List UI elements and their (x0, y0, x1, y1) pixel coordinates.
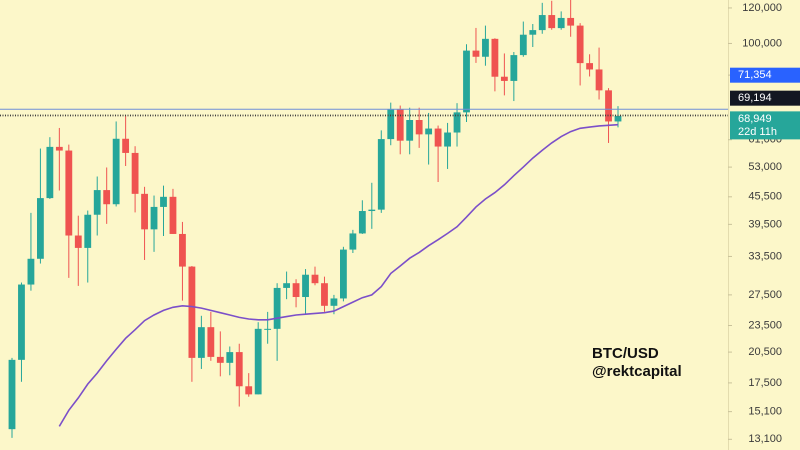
candle-body (576, 25, 584, 64)
candle-body (103, 190, 111, 205)
candle-body (472, 50, 480, 57)
candle-body (311, 274, 319, 284)
price-label-box (730, 111, 800, 140)
candle-body (614, 115, 622, 122)
candle-body (434, 128, 442, 147)
author-label: @rektcapital (592, 363, 682, 380)
candle-body (339, 249, 347, 299)
candle-body (273, 287, 281, 329)
candle-body (302, 274, 309, 298)
y-tick-label: 45,500 (748, 191, 782, 203)
candle-body (444, 132, 451, 147)
candle-body (377, 139, 385, 210)
candle-body (415, 120, 423, 135)
candle-body (396, 109, 404, 141)
candle-body (65, 150, 73, 236)
y-tick-label: 53,000 (748, 161, 782, 173)
candle-body (292, 283, 300, 298)
candle-body (321, 283, 328, 306)
y-tick-label: 20,500 (748, 346, 782, 358)
y-tick-label: 27,500 (748, 289, 782, 301)
price-label: 69,194 (738, 92, 772, 104)
candle-body (482, 38, 489, 57)
price-label-box (730, 67, 800, 83)
candle-body (84, 214, 92, 248)
candle-body (463, 50, 470, 113)
candle-body (595, 69, 603, 91)
price-axis: 120,000100,00085,00061,00053,00045,50039… (728, 2, 800, 445)
candle-body (93, 190, 101, 215)
candle-body (519, 34, 527, 56)
candle-body (548, 15, 556, 29)
y-tick-label: 15,100 (748, 406, 782, 418)
y-tick-label: 120,000 (742, 2, 782, 14)
candle-body (235, 352, 243, 387)
candle-body (18, 284, 25, 360)
candle-body (112, 138, 120, 205)
candle-body (8, 359, 16, 430)
candle-body (358, 211, 366, 234)
candle-body (160, 196, 167, 207)
price-label: 68,949 (738, 113, 772, 125)
y-tick-label: 13,100 (748, 433, 782, 445)
candle-body (567, 17, 575, 26)
candle-body (491, 38, 499, 77)
moving-average (58, 123, 619, 427)
candle-body (254, 328, 262, 395)
candle-body (605, 90, 612, 122)
price-label: 71,354 (738, 69, 772, 81)
candle-body (207, 327, 215, 357)
candle-body (330, 298, 338, 306)
candle-body (283, 283, 291, 288)
plot-area (0, 0, 728, 438)
candle-body (150, 206, 158, 230)
candle-body (529, 30, 537, 35)
candle-body (169, 196, 177, 234)
candle-body (197, 327, 205, 358)
candle-body (245, 386, 253, 395)
candle-body (510, 55, 518, 81)
candle-body (36, 198, 44, 259)
candle-body (131, 152, 139, 194)
candle-body (27, 258, 35, 285)
y-tick-label: 33,500 (748, 250, 782, 262)
candle-body (500, 76, 508, 81)
candle-body (122, 138, 130, 153)
candle-body (406, 120, 414, 141)
candle-body (55, 146, 63, 151)
symbol-label: BTC/USD (592, 345, 659, 362)
candle-body (216, 356, 224, 363)
candle-body (141, 193, 148, 230)
y-tick-label: 17,500 (748, 377, 782, 389)
candle-body (349, 233, 357, 250)
y-tick-label: 39,500 (748, 218, 782, 230)
candle-body (557, 17, 565, 29)
candle-body (425, 128, 433, 135)
candle-body (74, 235, 82, 248)
candle-body (538, 15, 546, 31)
countdown: 22d 11h (738, 126, 777, 138)
candle-body (586, 63, 594, 70)
price-label-box (730, 90, 800, 106)
candle-body (387, 109, 395, 140)
y-tick-label: 23,500 (748, 319, 782, 331)
candle-body (368, 209, 376, 212)
candle-body (46, 146, 54, 199)
y-tick-label: 100,000 (742, 37, 782, 49)
candle-body (226, 352, 234, 363)
candle-body (179, 233, 186, 267)
candle-body (188, 266, 196, 358)
candle-body (453, 112, 461, 133)
candle-body (264, 328, 272, 330)
